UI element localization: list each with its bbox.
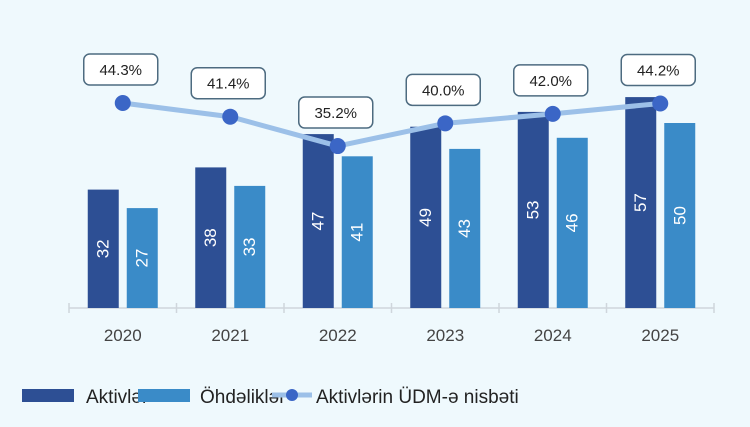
ratio-label-box — [620, 53, 696, 87]
ratio-label: 35.2% — [314, 105, 357, 122]
ratio-marker — [437, 115, 454, 132]
bar-aktivler — [410, 126, 442, 308]
bar-aktivler — [517, 111, 549, 309]
bar-ohdelikler — [234, 185, 266, 308]
x-axis: 2020 2021 2022 2023 2024 2025 — [68, 303, 715, 345]
ratio-label-box — [83, 53, 159, 86]
ratio-label-box — [190, 66, 266, 100]
ratio-label: 44.3% — [99, 62, 142, 79]
bar-value-label: 38 — [201, 228, 220, 247]
bar-value-label: 53 — [524, 200, 543, 219]
bar-value-label: 57 — [631, 193, 650, 212]
ratio-line: 44.3% 41.4% 35.2% 40.0% 42.0% 44.2% — [83, 53, 696, 155]
bar-ohdelikler — [556, 137, 588, 308]
x-tick-label: 2022 — [319, 326, 357, 345]
bar-value-label: 33 — [240, 237, 259, 256]
ratio-label-box — [513, 64, 589, 97]
bar-ohdelikler — [341, 156, 373, 308]
x-tick-label: 2021 — [211, 326, 249, 345]
x-tick-label: 2020 — [104, 326, 142, 345]
legend-marker-icon — [286, 389, 298, 401]
bar-value-label: 41 — [348, 223, 367, 242]
ratio-marker — [329, 138, 346, 155]
bar-value-label: 47 — [309, 212, 328, 231]
ratio-line-path — [122, 100, 661, 149]
ratio-label: 42.0% — [529, 73, 572, 90]
bar-ohdelikler — [126, 208, 158, 308]
bar-value-label: 49 — [416, 208, 435, 227]
x-tick-label: 2025 — [641, 326, 679, 345]
bar-value-label: 32 — [94, 239, 113, 258]
ratio-marker — [222, 108, 239, 125]
legend-swatch-ohdelikler — [138, 389, 190, 402]
legend: Aktivlər Öhdəliklər Aktivlərin ÜDM-ə nis… — [22, 387, 519, 408]
ratio-marker — [652, 95, 669, 112]
legend-swatch-aktivler — [22, 389, 74, 402]
ratio-marker — [114, 95, 131, 111]
bar-ohdelikler — [449, 148, 481, 308]
ratio-label: 40.0% — [422, 82, 465, 99]
ratio-label: 41.4% — [207, 76, 250, 93]
bar-ohdelikler — [664, 123, 696, 308]
bar-aktivler — [87, 189, 119, 308]
ratio-marker — [544, 105, 561, 122]
ratio-label-box — [405, 73, 481, 107]
bar-value-label: 50 — [670, 206, 689, 225]
legend-label-ohdelikler: Öhdəliklər — [200, 387, 286, 408]
bars: 32 27 38 33 47 41 49 43 53 46 57 50 — [87, 97, 696, 309]
x-tick-label: 2024 — [534, 326, 572, 345]
bar-value-label: 27 — [133, 249, 152, 268]
ratio-label: 44.2% — [637, 62, 680, 79]
bar-aktivler — [195, 167, 227, 308]
bar-aktivler — [302, 134, 334, 308]
bar-value-label: 43 — [455, 219, 474, 238]
x-tick-label: 2023 — [426, 326, 464, 345]
legend-label-aktivler: Aktivlər — [86, 387, 149, 408]
bar-value-label: 46 — [563, 213, 582, 232]
legend-label-ratio: Aktivlərin ÜDM-ə nisbəti — [316, 387, 519, 408]
bar-aktivler — [625, 97, 657, 308]
ratio-label-box — [298, 96, 374, 129]
